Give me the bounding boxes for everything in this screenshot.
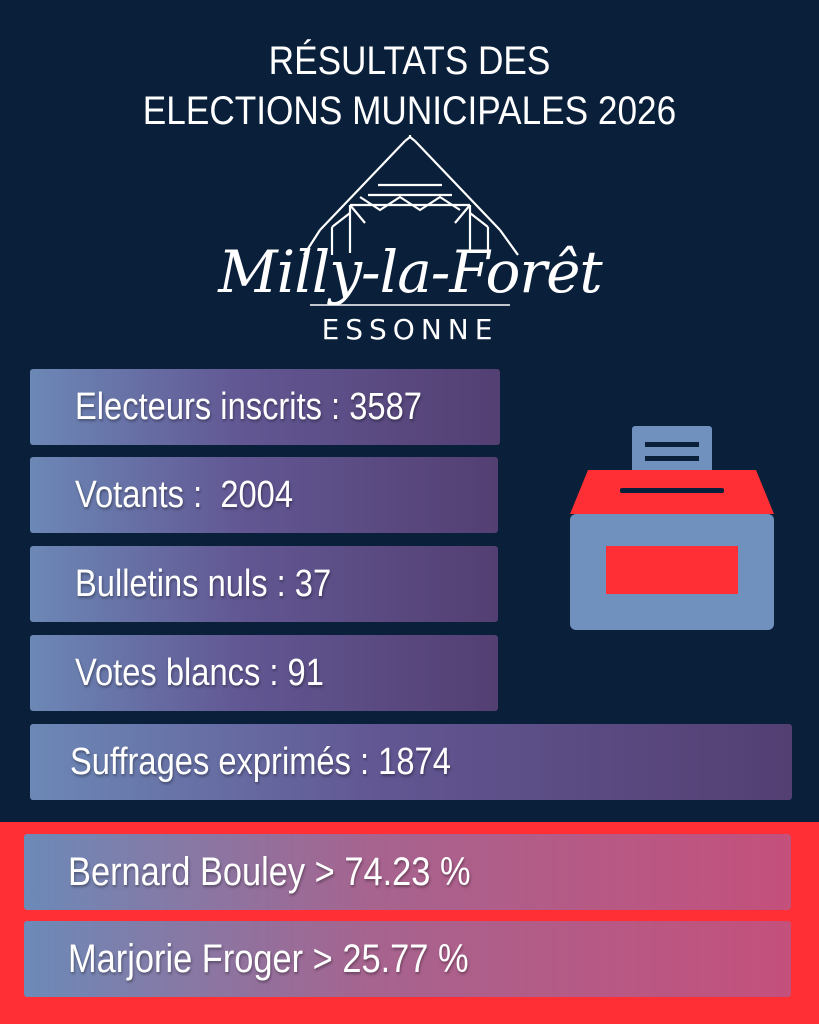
stat-votants-label: Votants : 2004 xyxy=(75,473,294,516)
result-row: Marjorie Froger > 25.77 % xyxy=(24,921,791,997)
page-title-line1: RÉSULTATS DES xyxy=(268,39,551,83)
stat-inscrits-label: Electeurs inscrits : 3587 xyxy=(75,385,422,428)
stat-exprimes: Suffrages exprimés : 1874 xyxy=(30,724,792,800)
stat-votants: Votants : 2004 xyxy=(30,457,498,533)
stat-nuls-label: Bulletins nuls : 37 xyxy=(75,562,332,605)
logo-department: ESSONNE xyxy=(321,313,499,346)
page-title-line2: ELECTIONS MUNICIPALES 2026 xyxy=(142,89,677,133)
result-label: Bernard Bouley > 74.23 % xyxy=(68,849,471,894)
stat-blancs: Votes blancs : 91 xyxy=(30,635,498,711)
logo-town-name: Milly-la-Forêt xyxy=(218,238,602,306)
stat-blancs-label: Votes blancs : 91 xyxy=(75,651,324,694)
stat-inscrits: Electeurs inscrits : 3587 xyxy=(30,369,500,445)
result-row: Bernard Bouley > 74.23 % xyxy=(24,834,791,910)
market-hall-icon xyxy=(303,135,519,306)
result-label: Marjorie Froger > 25.77 % xyxy=(68,936,469,981)
ballot-box-icon xyxy=(570,426,774,630)
stat-nuls: Bulletins nuls : 37 xyxy=(30,546,498,622)
stat-exprimes-label: Suffrages exprimés : 1874 xyxy=(70,740,451,783)
